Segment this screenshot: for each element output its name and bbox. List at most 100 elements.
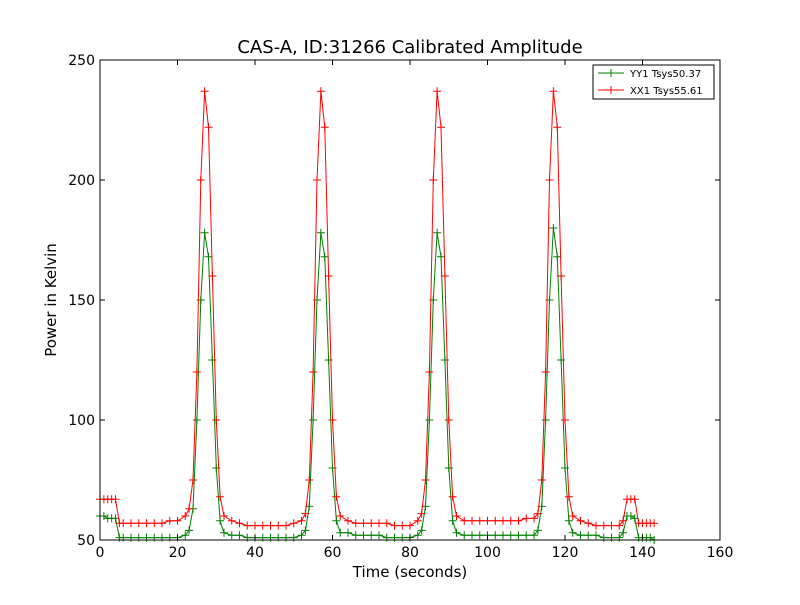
data-point: [274, 521, 283, 530]
data-point: [553, 123, 562, 132]
data-point: [324, 272, 333, 280]
data-point: [328, 416, 337, 424]
data-point: [433, 228, 442, 237]
y-tick-label: 50: [77, 533, 95, 549]
data-point: [499, 516, 507, 525]
y-axis-label: Power in Kelvin: [42, 243, 60, 357]
data-point: [398, 521, 407, 530]
data-point: [541, 416, 550, 424]
legend-label-yy1: YY1 Tsys50.37: [629, 69, 701, 80]
data-point: [235, 519, 244, 528]
data-point: [460, 516, 469, 525]
legend-label-xx1: XX1 Tsys55.61: [630, 86, 703, 97]
data-point: [220, 528, 228, 537]
data-point: [650, 519, 659, 528]
data-point: [212, 416, 221, 424]
data-point: [460, 531, 469, 540]
data-point: [592, 531, 600, 540]
data-point: [216, 492, 225, 501]
data-point: [549, 87, 558, 96]
data-point: [599, 521, 608, 530]
data-point: [359, 519, 368, 528]
x-tick-label: 0: [96, 545, 105, 561]
data-point: [309, 416, 318, 424]
data-point: [208, 272, 217, 280]
y-tick-label: 200: [68, 173, 95, 189]
data-point: [119, 519, 128, 528]
y-tick-label: 150: [68, 293, 95, 309]
data-point: [150, 519, 159, 528]
data-point: [491, 516, 500, 525]
data-point: [530, 531, 538, 540]
data-point: [196, 176, 205, 184]
data-point: [533, 526, 542, 535]
x-axis-label: Time (seconds): [352, 563, 468, 581]
data-point: [301, 526, 310, 535]
data-point: [429, 176, 438, 184]
data-point: [165, 516, 174, 525]
data-point: [258, 521, 267, 530]
data-point: [235, 531, 244, 540]
data-point: [522, 531, 531, 540]
data-point: [351, 519, 360, 528]
legend-marker-yy1: [607, 69, 615, 77]
x-tick-label: 20: [169, 545, 187, 561]
data-point: [227, 531, 236, 540]
data-point: [173, 516, 182, 525]
data-point: [382, 519, 391, 528]
data-point: [499, 531, 507, 540]
data-point: [576, 516, 585, 525]
y-tick-label: 100: [68, 413, 95, 429]
data-point: [421, 476, 430, 484]
data-point: [204, 123, 213, 132]
data-point: [216, 516, 225, 525]
x-tick-label: 120: [552, 545, 579, 561]
x-tick-label: 80: [401, 545, 419, 561]
data-point: [282, 521, 290, 530]
data-point: [297, 516, 306, 525]
data-point: [530, 514, 538, 523]
data-point: [437, 252, 445, 261]
data-point: [142, 519, 151, 528]
data-point: [185, 526, 194, 535]
data-point: [468, 516, 476, 525]
data-point: [425, 416, 434, 424]
x-tick-label: 140: [629, 545, 656, 561]
data-point: [189, 476, 197, 484]
data-point: [227, 516, 236, 525]
series-1: [96, 87, 659, 530]
data-point: [417, 509, 426, 518]
data-point: [564, 516, 573, 525]
data-point: [564, 492, 573, 501]
data-point: [367, 519, 376, 528]
data-point: [332, 492, 341, 501]
data-point: [192, 368, 201, 376]
data-point: [332, 516, 341, 525]
data-point: [448, 492, 457, 501]
data-point: [251, 521, 259, 530]
data-point: [301, 509, 310, 518]
data-point: [506, 516, 515, 525]
data-point: [448, 516, 457, 525]
data-point: [568, 512, 577, 520]
data-point: [615, 521, 624, 530]
legend-marker-xx1: [607, 86, 615, 94]
data-point: [433, 87, 442, 96]
data-point: [413, 516, 422, 525]
data-point: [483, 516, 492, 525]
data-point: [134, 519, 143, 528]
y-tick-label: 250: [68, 53, 95, 69]
data-point: [506, 531, 515, 540]
data-point: [181, 512, 190, 520]
data-point: [584, 519, 593, 528]
data-point: [344, 516, 352, 525]
data-point: [537, 476, 546, 484]
data-point: [607, 521, 616, 530]
data-point: [561, 416, 569, 424]
plot-frame: [99, 59, 721, 541]
data-point: [557, 272, 566, 280]
data-point: [344, 528, 352, 537]
data-point: [375, 531, 383, 540]
